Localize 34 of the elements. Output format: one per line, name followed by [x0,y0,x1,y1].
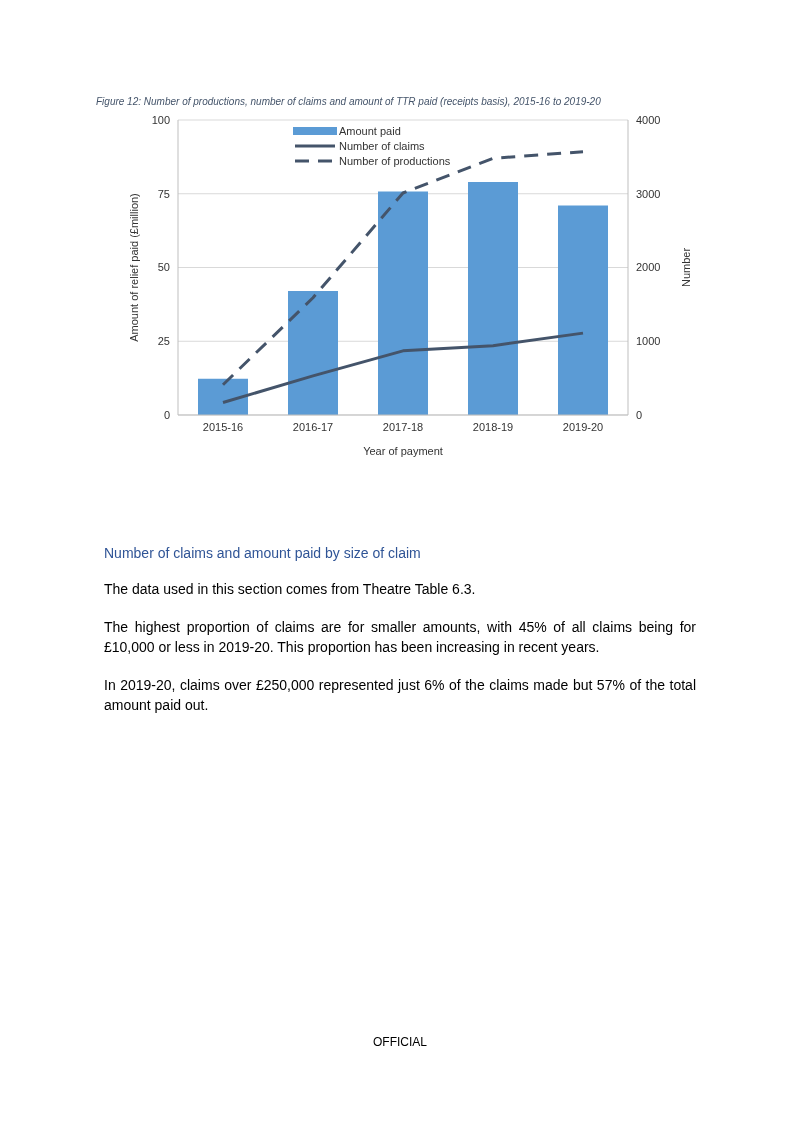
y2-axis-title: Number [679,247,692,288]
text: In 2019-20, claims over £250,000 represented just 6% of the claims made but 57% of the total amount paid out. [104,676,696,715]
bar [288,291,338,415]
x-tick-label: 2018-19 [472,420,514,433]
bar [378,191,428,415]
bar [558,205,608,415]
line-series [221,331,585,404]
y2-tick-label: 1000 [636,335,661,348]
legend-label: Amount paid [339,124,401,137]
y2-tick-label: 0 [636,408,643,421]
text: Number of claims and amount paid by size of claim [104,545,422,561]
y-tick-label: 100 [151,113,170,126]
x-tick-label: 2019-20 [562,420,604,433]
x-tick-label: 2015-16 [202,420,244,433]
line-series [221,150,585,387]
y2-tick-label: 3000 [636,187,661,200]
y-tick-label: 50 [157,261,170,274]
chart-title: Figure 12: Number of productions, number of claims and amount of TTR paid (receipts basis), 2015-16 to 2019-20 [96,96,602,107]
bar [468,181,518,415]
legend-label: Number of claims [339,139,425,152]
x-tick-label: 2016-17 [292,420,334,433]
y2-tick-label: 2000 [636,261,661,274]
y-tick-label: 0 [163,408,170,421]
y-tick-label: 25 [157,335,170,348]
text: The highest proportion of claims are for smaller amounts, with 45% of all claims being for £10,000 or less in 2019-20. This proportion has been increasing in recent years. [104,618,696,657]
y-tick-label: 75 [157,187,170,200]
bar [198,378,248,415]
legend-label: Number of productions [339,154,451,167]
y2-tick-label: 4000 [636,113,661,126]
x-axis-title: Year of payment [363,445,443,457]
y-axis-title: Amount of relief paid (£million) [127,193,140,342]
text: The data used in this section comes from Theatre Table 6.3. [104,580,477,599]
x-tick-label: 2017-18 [382,420,424,433]
text: OFFICIAL [372,1035,428,1049]
